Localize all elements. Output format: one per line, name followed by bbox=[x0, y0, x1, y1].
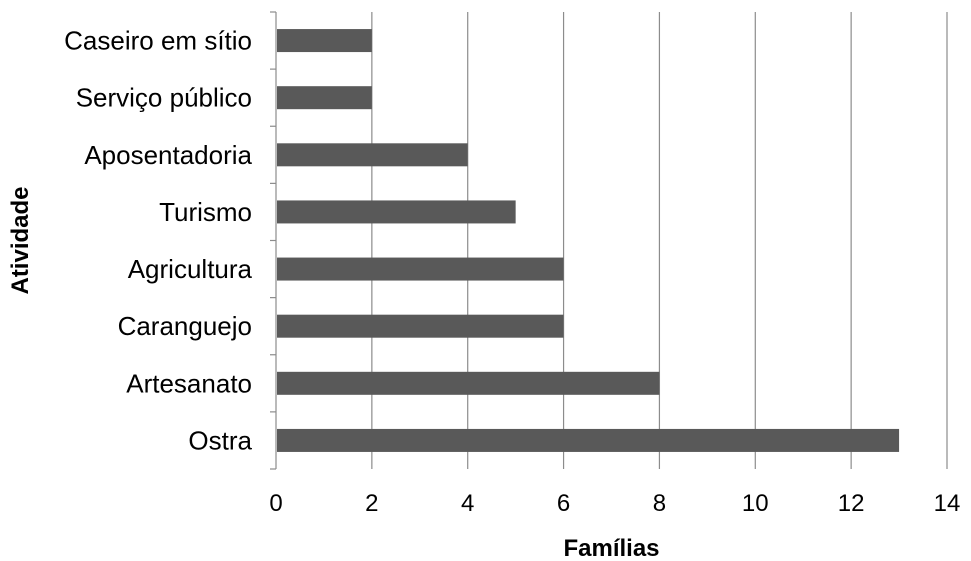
category-label: Serviço público bbox=[76, 83, 252, 113]
bar bbox=[277, 143, 468, 167]
category-label: Caseiro em sítio bbox=[64, 26, 252, 56]
axes bbox=[270, 11, 277, 470]
bar bbox=[277, 257, 564, 281]
gridlines bbox=[371, 12, 948, 469]
category-label: Artesanato bbox=[126, 368, 252, 398]
category-label: Caranguejo bbox=[118, 311, 252, 341]
bar bbox=[277, 29, 372, 53]
bars bbox=[277, 29, 900, 452]
category-label: Ostra bbox=[188, 425, 252, 455]
x-axis-title: Famílias bbox=[563, 535, 659, 561]
x-tick-labels: 0 2 4 6 8 10 12 14 bbox=[269, 490, 960, 517]
bar bbox=[277, 314, 564, 338]
x-tick-label: 14 bbox=[934, 490, 961, 517]
bar bbox=[277, 371, 660, 395]
x-tick-label: 4 bbox=[461, 490, 474, 517]
category-labels: Caseiro em sítio Serviço público Aposentad… bbox=[64, 26, 252, 456]
x-tick-label: 2 bbox=[365, 490, 378, 517]
bar bbox=[277, 428, 900, 452]
x-tick-label: 6 bbox=[557, 490, 570, 517]
y-axis-title: Atividade bbox=[7, 186, 34, 294]
x-tick-label: 8 bbox=[653, 490, 666, 517]
bar bbox=[277, 200, 516, 224]
x-tick-label: 0 bbox=[269, 490, 282, 517]
bar bbox=[277, 86, 372, 110]
category-label: Agricultura bbox=[128, 254, 253, 284]
category-label: Turismo bbox=[159, 197, 252, 227]
x-tick-label: 10 bbox=[742, 490, 769, 517]
category-label: Aposentadoria bbox=[84, 140, 252, 170]
x-tick-label: 12 bbox=[838, 490, 865, 517]
